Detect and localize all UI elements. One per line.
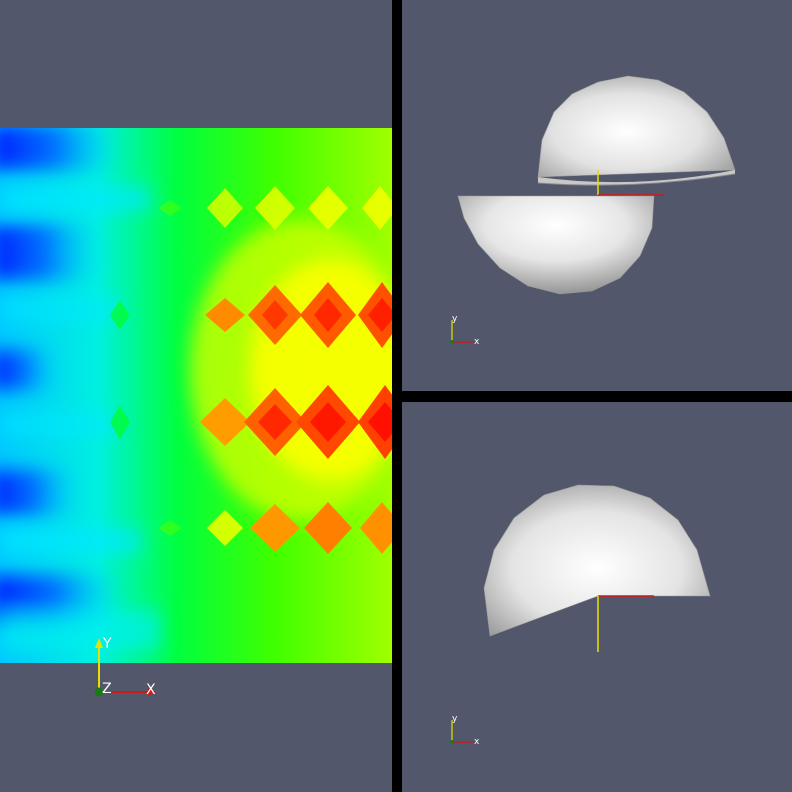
scalar-field-viewport[interactable]: X Y Z <box>0 0 392 792</box>
vertical-divider[interactable] <box>392 0 402 792</box>
split-hemispheres-viewport[interactable]: x y <box>402 0 792 391</box>
orientation-axes-small: x y <box>450 314 480 347</box>
hotspot-diamonds <box>110 186 392 554</box>
orientation-axes: X Y Z <box>94 636 156 698</box>
x-axis-label: X <box>146 682 156 698</box>
y-axis-arrow <box>95 638 103 648</box>
y-axis-label: y <box>452 314 458 324</box>
upper-hemisphere <box>537 75 736 186</box>
z-axis-label: Z <box>102 681 112 697</box>
x-axis-label: x <box>474 337 480 347</box>
y-axis-label: Y <box>102 636 112 652</box>
x-axis-label: x <box>474 737 480 747</box>
clipped-hemisphere-canvas: x y <box>450 484 711 747</box>
clipped-hemisphere-viewport[interactable]: x y <box>402 402 792 792</box>
z-axis-dot <box>94 687 104 697</box>
y-axis-label: y <box>452 714 458 724</box>
lower-hemisphere <box>457 195 655 295</box>
clipped-hemisphere <box>483 484 711 637</box>
scalar-field-canvas: X Y Z <box>0 128 392 698</box>
orientation-axes-small: x y <box>450 714 480 747</box>
x-axis-arrow <box>148 688 156 696</box>
scalar-field-image <box>0 128 392 663</box>
horizontal-divider[interactable] <box>402 391 792 402</box>
split-hemispheres-canvas: x y <box>450 75 736 347</box>
